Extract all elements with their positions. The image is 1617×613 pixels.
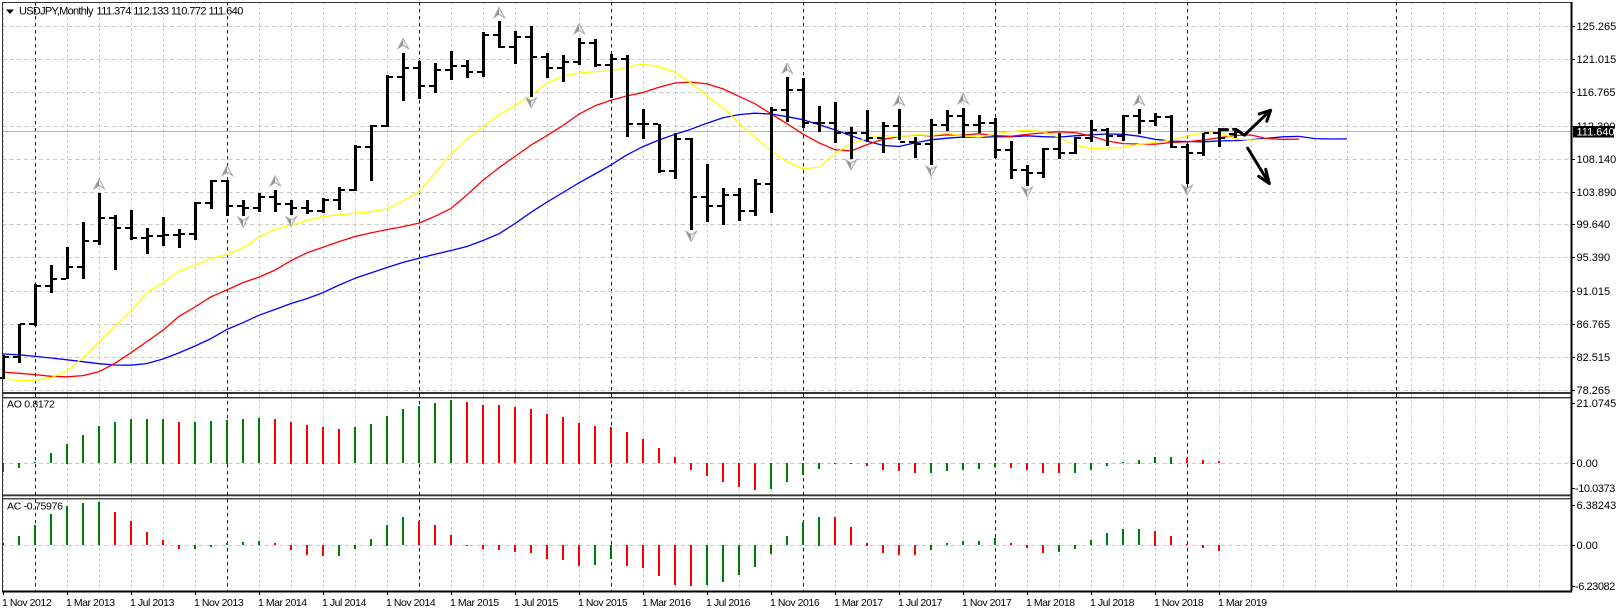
svg-text:-10.0373: -10.0373	[1575, 483, 1615, 495]
svg-text:82.515: 82.515	[1577, 352, 1611, 364]
svg-text:1 Mar 2018: 1 Mar 2018	[1026, 597, 1075, 609]
svg-text:1 Mar 2013: 1 Mar 2013	[66, 597, 115, 609]
svg-text:USDJPY,Monthly: USDJPY,Monthly	[19, 6, 94, 18]
svg-text:99.640: 99.640	[1577, 219, 1611, 231]
svg-text:AO 0.8172: AO 0.8172	[7, 399, 55, 411]
svg-text:111.640: 111.640	[1577, 126, 1615, 138]
svg-text:91.015: 91.015	[1577, 286, 1611, 298]
svg-text:AC -0.75976: AC -0.75976	[7, 501, 63, 513]
svg-text:1 Nov 2014: 1 Nov 2014	[386, 597, 436, 609]
svg-text:1 Jul 2018: 1 Jul 2018	[1090, 597, 1135, 609]
svg-text:121.015: 121.015	[1577, 54, 1617, 66]
svg-text:1 Nov 2018: 1 Nov 2018	[1154, 597, 1204, 609]
svg-text:116.765: 116.765	[1577, 87, 1616, 99]
svg-text:95.390: 95.390	[1577, 252, 1611, 264]
svg-text:78.265: 78.265	[1577, 385, 1611, 397]
svg-text:1 Jul 2017: 1 Jul 2017	[898, 597, 943, 609]
svg-text:1 Jul 2013: 1 Jul 2013	[130, 597, 175, 609]
svg-text:1 Nov 2016: 1 Nov 2016	[770, 597, 820, 609]
svg-text:1 Nov 2015: 1 Nov 2015	[578, 597, 628, 609]
svg-text:125.265: 125.265	[1577, 21, 1617, 33]
svg-text:1 Mar 2017: 1 Mar 2017	[834, 597, 883, 609]
svg-text:103.890: 103.890	[1577, 187, 1617, 199]
svg-text:1 Mar 2015: 1 Mar 2015	[450, 597, 499, 609]
svg-text:0.00: 0.00	[1577, 540, 1598, 552]
svg-text:-6.23082: -6.23082	[1575, 581, 1615, 593]
svg-text:1 Mar 2014: 1 Mar 2014	[258, 597, 307, 609]
svg-text:0.00: 0.00	[1577, 458, 1598, 470]
svg-text:111.374 112.133 110.772 111.64: 111.374 112.133 110.772 111.640	[97, 6, 244, 18]
svg-text:86.765: 86.765	[1577, 319, 1611, 331]
svg-text:1 Jul 2015: 1 Jul 2015	[514, 597, 559, 609]
svg-text:1 Nov 2017: 1 Nov 2017	[962, 597, 1012, 609]
svg-text:1 Mar 2016: 1 Mar 2016	[642, 597, 691, 609]
svg-text:6.38243: 6.38243	[1577, 500, 1617, 512]
svg-text:1 Mar 2019: 1 Mar 2019	[1218, 597, 1267, 609]
svg-text:1 Jul 2014: 1 Jul 2014	[322, 597, 367, 609]
svg-text:1 Nov 2012: 1 Nov 2012	[2, 597, 52, 609]
svg-text:21.0745: 21.0745	[1577, 398, 1617, 410]
svg-text:1 Nov 2013: 1 Nov 2013	[194, 597, 244, 609]
svg-text:1 Jul 2016: 1 Jul 2016	[706, 597, 751, 609]
svg-text:108.140: 108.140	[1577, 154, 1617, 166]
